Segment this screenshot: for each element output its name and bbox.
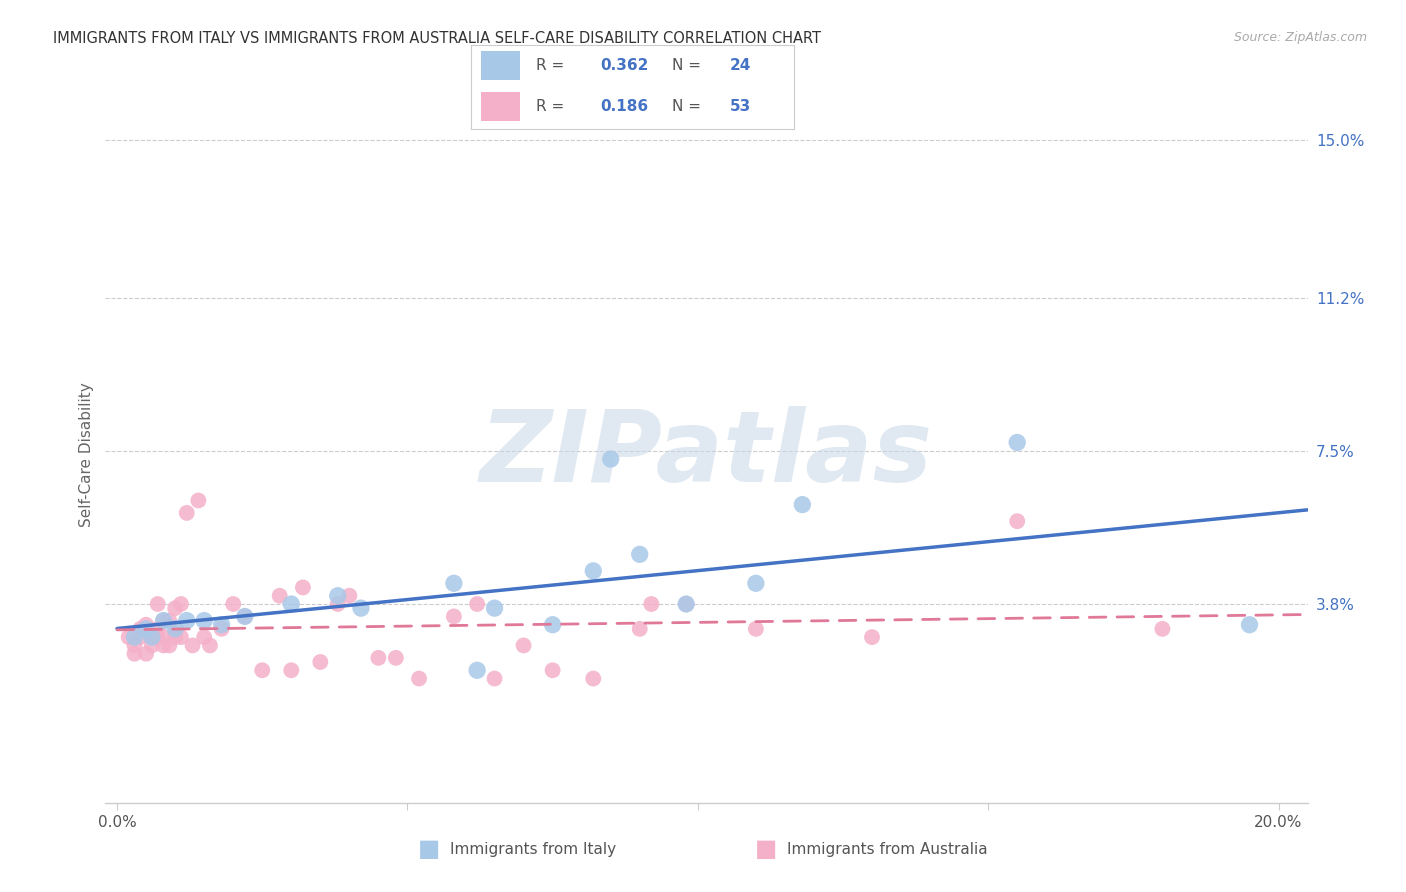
Point	[193, 630, 215, 644]
Point	[170, 597, 193, 611]
Text: R =: R =	[536, 58, 569, 73]
Point	[541, 617, 564, 632]
Point	[280, 663, 302, 677]
Point	[582, 672, 605, 686]
Point	[792, 498, 814, 512]
Text: N =: N =	[672, 58, 706, 73]
Point	[599, 452, 621, 467]
Point	[408, 672, 430, 686]
Point	[1005, 435, 1028, 450]
Point	[211, 617, 233, 632]
Point	[157, 614, 180, 628]
Point	[675, 597, 697, 611]
Point	[124, 647, 146, 661]
Point	[860, 630, 883, 644]
Point	[1005, 514, 1028, 528]
Point	[176, 614, 198, 628]
Point	[165, 626, 187, 640]
Text: 0.186: 0.186	[600, 99, 648, 114]
Point	[465, 663, 488, 677]
Point	[152, 614, 174, 628]
Point	[135, 617, 157, 632]
Point	[165, 622, 187, 636]
Point	[146, 630, 169, 644]
Point	[675, 597, 697, 611]
Point	[252, 663, 274, 677]
Point	[350, 601, 373, 615]
Text: 0.362: 0.362	[600, 58, 648, 73]
Text: IMMIGRANTS FROM ITALY VS IMMIGRANTS FROM AUSTRALIA SELF-CARE DISABILITY CORRELAT: IMMIGRANTS FROM ITALY VS IMMIGRANTS FROM…	[53, 31, 821, 46]
Point	[146, 622, 169, 636]
Point	[135, 647, 157, 661]
Point	[1152, 622, 1174, 636]
Point	[582, 564, 605, 578]
Point	[141, 639, 163, 653]
Point	[165, 601, 187, 615]
Point	[269, 589, 291, 603]
Point	[135, 622, 157, 636]
Text: Source: ZipAtlas.com: Source: ZipAtlas.com	[1233, 31, 1367, 45]
Text: Immigrants from Australia: Immigrants from Australia	[787, 842, 988, 856]
Point	[465, 597, 488, 611]
Point	[367, 651, 389, 665]
Point	[141, 630, 163, 644]
FancyBboxPatch shape	[481, 92, 520, 120]
Point	[541, 663, 564, 677]
Text: R =: R =	[536, 99, 569, 114]
Point	[118, 630, 141, 644]
Text: ZIPatlas: ZIPatlas	[479, 407, 934, 503]
Point	[129, 622, 152, 636]
FancyBboxPatch shape	[481, 52, 520, 80]
Point	[152, 639, 174, 653]
Text: ■: ■	[755, 838, 778, 861]
Point	[124, 639, 146, 653]
Point	[628, 547, 651, 561]
Text: N =: N =	[672, 99, 706, 114]
Point	[628, 622, 651, 636]
Point	[233, 609, 256, 624]
Point	[512, 639, 534, 653]
Text: Immigrants from Italy: Immigrants from Italy	[450, 842, 616, 856]
Point	[309, 655, 332, 669]
Point	[157, 639, 180, 653]
Point	[211, 622, 233, 636]
Point	[291, 581, 314, 595]
Point	[152, 614, 174, 628]
Point	[165, 630, 187, 644]
Point	[326, 597, 349, 611]
Point	[443, 609, 465, 624]
Point	[198, 639, 221, 653]
Y-axis label: Self-Care Disability: Self-Care Disability	[79, 383, 94, 527]
Point	[176, 506, 198, 520]
Point	[146, 597, 169, 611]
Text: ■: ■	[418, 838, 440, 861]
Point	[280, 597, 302, 611]
Point	[222, 597, 245, 611]
Point	[745, 622, 768, 636]
Point	[484, 601, 506, 615]
Point	[337, 589, 360, 603]
Point	[326, 589, 349, 603]
Text: 24: 24	[730, 58, 751, 73]
Point	[484, 672, 506, 686]
Point	[170, 630, 193, 644]
Point	[233, 609, 256, 624]
Point	[181, 639, 204, 653]
Point	[745, 576, 768, 591]
Point	[1239, 617, 1261, 632]
Point	[640, 597, 662, 611]
Point	[124, 630, 146, 644]
Point	[443, 576, 465, 591]
Point	[152, 630, 174, 644]
Point	[385, 651, 408, 665]
Point	[129, 630, 152, 644]
Text: 53: 53	[730, 99, 751, 114]
Point	[193, 614, 215, 628]
Point	[141, 630, 163, 644]
Point	[187, 493, 209, 508]
